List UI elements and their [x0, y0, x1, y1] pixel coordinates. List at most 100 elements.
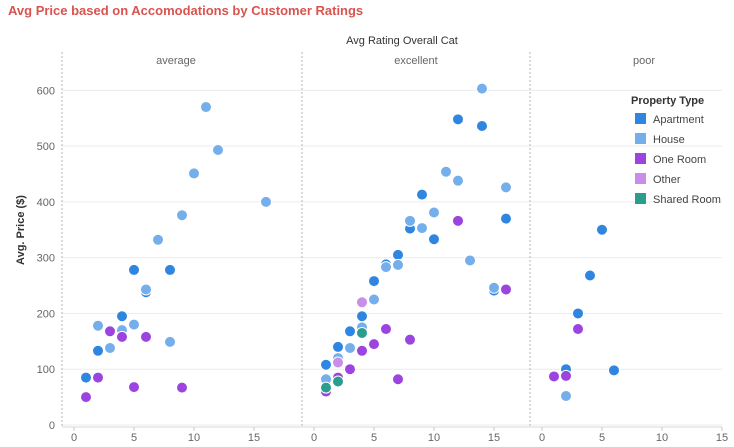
legend-entry-label: House: [653, 134, 685, 146]
scatter-point: [416, 188, 428, 201]
scatter-point: [344, 342, 356, 355]
scatter-point: [320, 358, 332, 371]
x-tick-label: 10: [188, 432, 200, 444]
scatter-point: [584, 269, 596, 282]
scatter-point: [440, 165, 452, 178]
x-tick-label: 5: [599, 432, 605, 444]
scatter-point: [500, 283, 512, 296]
scatter-point: [260, 195, 272, 208]
scatter-point: [392, 248, 404, 261]
y-tick-label: 100: [37, 364, 55, 376]
scatter-point: [500, 181, 512, 194]
x-tick-label: 15: [488, 432, 500, 444]
scatter-point: [368, 275, 380, 288]
scatter-point: [392, 373, 404, 386]
legend-entry-label: One Room: [653, 154, 706, 166]
scatter-point: [92, 371, 104, 384]
scatter-point: [92, 344, 104, 357]
x-tick-label: 0: [539, 432, 545, 444]
scatter-point: [344, 325, 356, 338]
scatter-point: [404, 333, 416, 346]
scatter-point: [116, 330, 128, 343]
scatter-point: [164, 335, 176, 348]
panel-poor: poor 0 5 10 15: [539, 55, 728, 444]
scatter-point: [320, 381, 332, 394]
scatter-point: [200, 101, 212, 114]
panel-label: average: [156, 55, 196, 67]
panel-excellent: excellent 0 5 10 15: [311, 55, 512, 444]
scatter-point: [500, 212, 512, 225]
y-tick-label: 200: [37, 308, 55, 320]
x-tick-label: 10: [656, 432, 668, 444]
legend-entry-label: Apartment: [653, 114, 704, 126]
scatter-point: [392, 258, 404, 271]
y-tick-label: 500: [37, 141, 55, 153]
scatter-point: [344, 363, 356, 376]
scatter-point: [488, 281, 500, 294]
legend-swatch: [635, 113, 646, 124]
scatter-point: [152, 233, 164, 246]
scatter-point: [140, 283, 152, 296]
legend-entry-label: Shared Room: [653, 194, 721, 206]
scatter-point: [572, 323, 584, 336]
y-axis-label: Avg. Price ($): [15, 195, 27, 265]
scatter-point: [560, 369, 572, 382]
facet-title: Avg Rating Overall Cat: [346, 35, 458, 47]
panel-label: poor: [633, 55, 655, 67]
scatter-point: [560, 389, 572, 402]
x-tick-label: 10: [428, 432, 440, 444]
legend-swatch: [635, 193, 646, 204]
scatter-point: [452, 214, 464, 227]
y-tick-label: 400: [37, 197, 55, 209]
chart-title: Avg Price based on Accomodations by Cust…: [8, 3, 364, 18]
scatter-point: [140, 330, 152, 343]
scatter-point: [128, 318, 140, 331]
x-tick-label: 15: [248, 432, 260, 444]
x-tick-label: 15: [716, 432, 728, 444]
scatter-point: [428, 233, 440, 246]
x-tick-label: 5: [371, 432, 377, 444]
scatter-point: [452, 174, 464, 187]
scatter-point: [104, 342, 116, 355]
scatter-point: [356, 296, 368, 309]
scatter-point: [188, 167, 200, 180]
legend: Property Type Apartment House One Room Other…: [631, 95, 721, 206]
scatter-point: [92, 319, 104, 332]
x-tick-label: 0: [71, 432, 77, 444]
scatter-point: [356, 310, 368, 323]
scatter-point: [116, 310, 128, 323]
panel-label: excellent: [394, 55, 437, 67]
scatter-point: [176, 381, 188, 394]
scatter-point: [572, 307, 584, 320]
scatter-point: [128, 381, 140, 394]
scatter-point: [452, 113, 464, 126]
y-tick-label: 600: [37, 85, 55, 97]
scatter-point: [368, 338, 380, 351]
scatter-point: [80, 391, 92, 404]
scatter-point: [212, 143, 224, 156]
scatter-point: [332, 375, 344, 388]
scatter-point: [164, 263, 176, 276]
legend-swatch: [635, 173, 646, 184]
scatter-point: [380, 261, 392, 274]
scatter-point: [176, 209, 188, 222]
scatter-point: [380, 323, 392, 336]
x-tick-label: 5: [131, 432, 137, 444]
scatter-point: [332, 340, 344, 353]
scatter-point: [476, 82, 488, 95]
x-tick-label: 0: [311, 432, 317, 444]
scatter-point: [428, 206, 440, 219]
scatter-point: [356, 344, 368, 357]
legend-entry-label: Other: [653, 174, 681, 186]
scatter-point: [548, 370, 560, 383]
y-tick-label: 300: [37, 253, 55, 265]
scatter-point: [104, 325, 116, 338]
scatter-point: [596, 223, 608, 236]
scatter-point: [128, 263, 140, 276]
scatter-point: [80, 371, 92, 384]
y-tick-label: 0: [49, 420, 55, 432]
scatter-point: [368, 293, 380, 306]
scatter-point: [608, 364, 620, 377]
